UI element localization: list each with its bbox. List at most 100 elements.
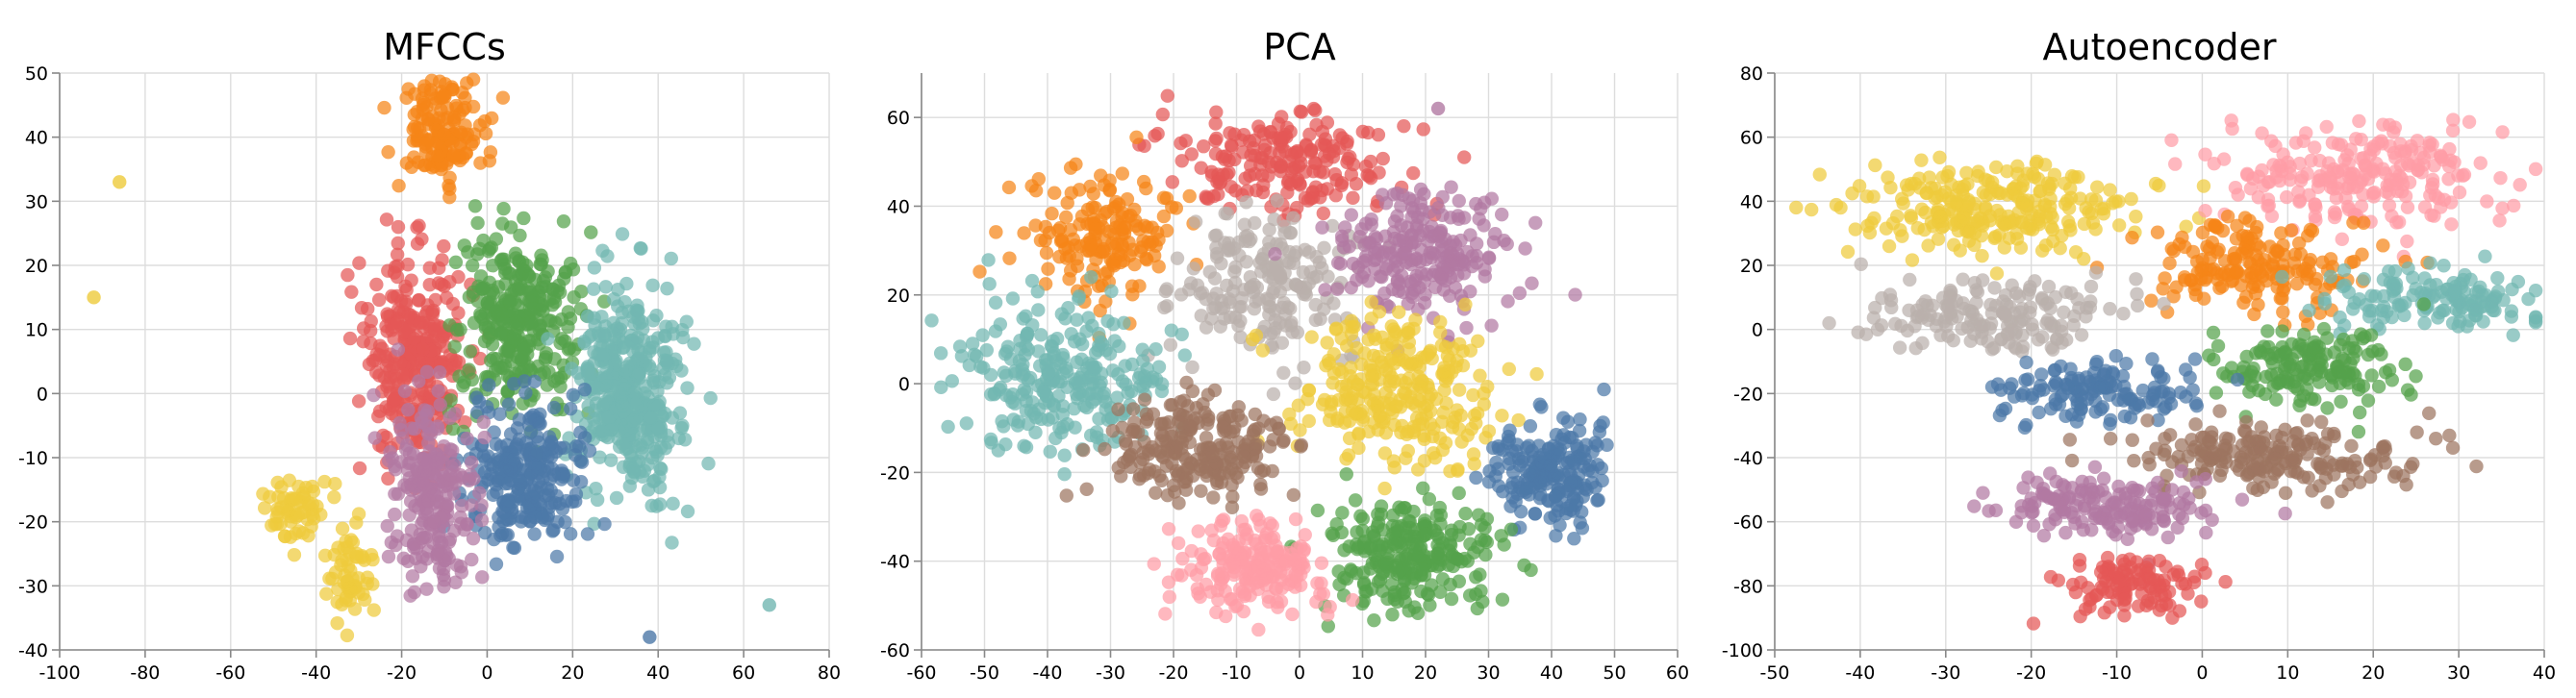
scatter-point <box>391 220 405 234</box>
scatter-point <box>336 522 349 536</box>
scatter-point <box>1263 516 1276 530</box>
scatter-point <box>1398 521 1411 535</box>
scatter-point <box>1513 459 1527 472</box>
scatter-point <box>458 238 471 252</box>
scatter-point <box>358 593 371 607</box>
scatter-point <box>479 127 492 140</box>
scatter-point <box>1895 229 1908 242</box>
scatter-point <box>2444 217 2458 231</box>
scatter-point <box>547 401 561 414</box>
scatter-point <box>418 137 432 150</box>
scatter-point <box>2129 272 2142 286</box>
scatter-point <box>1957 179 1971 192</box>
scatter-point <box>1269 582 1282 595</box>
scatter-point <box>2376 162 2389 175</box>
scatter-point <box>421 112 435 125</box>
scatter-point <box>1163 590 1176 604</box>
scatter-point <box>1556 411 1570 424</box>
scatter-point <box>1436 536 1450 549</box>
scatter-point <box>2039 238 2053 252</box>
x-tick-label: -30 <box>1096 662 1125 684</box>
scatter-point <box>1262 293 1275 307</box>
scatter-point <box>1080 483 1094 496</box>
scatter-point <box>1178 348 1192 361</box>
scatter-point <box>1110 237 1124 251</box>
scatter-point <box>1369 332 1382 345</box>
scatter-point <box>1294 579 1307 592</box>
scatter-point <box>1477 218 1490 232</box>
scatter-point <box>1444 180 1457 193</box>
x-tick-label: 40 <box>1540 662 1563 684</box>
scatter-point <box>1903 273 1916 287</box>
scatter-point <box>404 273 417 287</box>
scatter-point <box>2225 113 2238 127</box>
scatter-point <box>1921 238 1934 252</box>
scatter-point <box>331 540 344 554</box>
scatter-point <box>442 182 456 195</box>
y-tick-label: 0 <box>898 374 910 395</box>
scatter-point <box>599 280 613 293</box>
scatter-point <box>1197 139 1210 153</box>
scatter-point <box>1323 413 1336 427</box>
scatter-point <box>1416 482 1429 495</box>
scatter-point <box>1250 281 1264 294</box>
scatter-point <box>1119 221 1132 235</box>
scatter-point <box>1227 128 1241 141</box>
scatter-point <box>377 101 391 114</box>
scatter-point <box>1028 426 1042 439</box>
scatter-point <box>1528 507 1542 520</box>
scatter-point <box>431 149 444 162</box>
scatter-point <box>1231 409 1245 422</box>
scatter-point <box>519 259 533 272</box>
scatter-point <box>2290 277 2304 290</box>
scatter-point <box>434 398 447 411</box>
scatter-point <box>1084 270 1098 284</box>
scatter-point <box>1504 481 1518 494</box>
scatter-point <box>1259 569 1273 583</box>
scatter-point <box>433 365 446 379</box>
scatter-point <box>583 367 596 381</box>
scatter-point <box>1591 458 1604 471</box>
scatter-point <box>1524 563 1537 577</box>
scatter-point <box>2044 220 2058 234</box>
scatter-point <box>341 575 354 588</box>
scatter-point <box>1439 340 1452 354</box>
scatter-point <box>446 297 460 311</box>
scatter-point <box>1549 529 1562 542</box>
scatter-point <box>419 100 433 113</box>
scatter-point <box>650 385 664 398</box>
scatter-point <box>1495 208 1508 221</box>
scatter-point <box>1171 251 1184 264</box>
scatter-point <box>318 549 332 562</box>
scatter-point <box>1287 553 1301 566</box>
scatter-point <box>675 323 689 337</box>
scatter-point <box>513 433 526 446</box>
scatter-point <box>1089 253 1102 266</box>
scatter-point <box>2322 170 2336 184</box>
scatter-point <box>1157 210 1171 223</box>
scatter-point <box>1192 524 1205 537</box>
scatter-point <box>437 89 450 103</box>
scatter-point <box>496 202 510 215</box>
scatter-point <box>1915 311 1929 324</box>
scatter-point <box>2493 171 2507 185</box>
scatter-point <box>1343 239 1356 253</box>
scatter-point <box>1174 137 1187 150</box>
scatter-point <box>1271 194 1284 208</box>
scatter-point <box>417 403 431 416</box>
x-tick-label: -20 <box>1158 662 1188 684</box>
scatter-point <box>486 284 499 297</box>
scatter-point <box>288 548 301 561</box>
scatter-point <box>1388 461 1402 474</box>
scatter-point <box>1368 254 1381 267</box>
scatter-point <box>1217 512 1230 526</box>
scatter-point <box>353 461 366 475</box>
scatter-point <box>564 402 577 415</box>
scatter-point <box>412 293 425 307</box>
scatter-point <box>1070 312 1083 326</box>
scatter-point <box>527 527 541 540</box>
scatter-point <box>367 603 381 616</box>
scatter-point <box>1478 548 1492 561</box>
scatter-point <box>2400 235 2413 248</box>
scatter-point <box>494 439 508 453</box>
